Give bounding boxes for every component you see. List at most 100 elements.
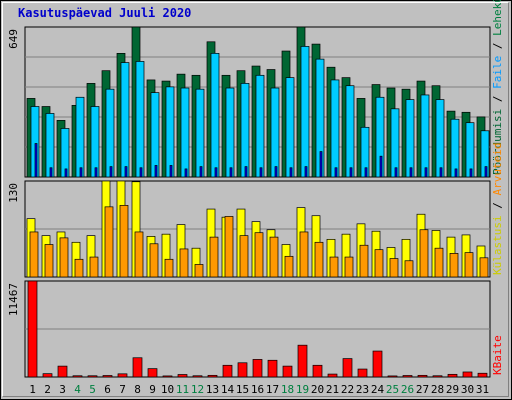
legend-entry: KBaite (491, 335, 504, 375)
bar-arvuteid-day-19 (299, 231, 309, 278)
bar-files-day-11 (180, 87, 190, 178)
bar-files-day-10 (165, 86, 175, 178)
x-tick-label-day-28: 28 (431, 383, 444, 396)
bar-pages-day-13 (214, 167, 218, 178)
bar-kbaite-day-25 (387, 375, 398, 378)
bar-arvuteid-day-12 (194, 264, 204, 278)
bar-pages-day-9 (154, 165, 158, 178)
bar-pages-day-7 (124, 166, 128, 178)
bar-kbaite-day-22 (342, 358, 353, 378)
x-tick-label-day-13: 13 (206, 383, 219, 396)
bar-kbaite-day-2 (42, 373, 53, 378)
bar-files-day-29 (450, 118, 460, 178)
x-tick-label-day-7: 7 (119, 383, 126, 396)
bar-pages-day-15 (244, 166, 248, 178)
bar-files-day-14 (225, 87, 235, 178)
chart-title: Kasutuspäevad Juuli 2020 (18, 6, 192, 20)
x-tick-label-day-12: 12 (191, 383, 204, 396)
legend-separator: / (491, 36, 504, 56)
bar-pages-day-20 (319, 151, 323, 178)
x-tick-label-day-17: 17 (266, 383, 279, 396)
panel-kbytes-legend: KBaite (491, 335, 504, 375)
bar-arvuteid-day-22 (344, 256, 354, 278)
x-tick-label-day-10: 10 (161, 383, 174, 396)
bar-arvuteid-day-23 (359, 244, 369, 278)
bar-arvuteid-day-3 (59, 237, 69, 278)
bar-pages-day-27 (424, 167, 428, 178)
legend-entry: Külastusi (491, 215, 504, 275)
bar-kbaite-day-10 (162, 375, 173, 378)
bar-files-day-6 (105, 88, 115, 178)
x-tick-label-day-26: 26 (401, 383, 414, 396)
bar-pages-day-21 (334, 167, 338, 178)
panel-kbytes-max-label: 11467 (7, 283, 20, 316)
x-tick-label-day-21: 21 (326, 383, 339, 396)
bar-files-day-17 (270, 87, 280, 178)
bar-arvuteid-day-31 (479, 257, 489, 278)
bar-pages-day-29 (454, 168, 458, 178)
bar-kbaite-day-11 (177, 374, 188, 378)
x-tick-label-day-11: 11 (176, 383, 189, 396)
bar-pages-day-14 (229, 167, 233, 178)
bar-pages-day-26 (409, 167, 413, 178)
panel-hits-legend: Pöördumisi / Faile / Lehekülgi (491, 0, 504, 175)
bar-arvuteid-day-11 (179, 248, 189, 278)
legend-entry: Pöördumisi (491, 109, 504, 175)
panel-sites-legend: Külastusi / Arvuteid (491, 143, 504, 275)
legend-entry: Faile (491, 56, 504, 89)
bar-kbaite-day-28 (432, 375, 443, 378)
bar-pages-day-28 (439, 167, 443, 178)
bar-kbaite-day-26 (402, 375, 413, 378)
x-tick-label-day-3: 3 (59, 383, 66, 396)
bar-arvuteid-day-20 (314, 241, 324, 278)
bar-pages-day-8 (139, 167, 143, 178)
bar-kbaite-day-15 (237, 362, 248, 378)
bar-files-day-16 (255, 74, 265, 178)
x-tick-label-day-25: 25 (386, 383, 399, 396)
panel-sites-max-label: 130 (7, 183, 20, 203)
bar-arvuteid-day-13 (209, 236, 219, 278)
bar-kbaite-day-13 (207, 374, 218, 378)
bar-kbaite-day-7 (117, 373, 128, 378)
bar-files-day-19 (300, 46, 310, 178)
bar-arvuteid-day-6 (104, 206, 114, 278)
bar-pages-day-5 (94, 167, 98, 178)
bar-kbaite-day-21 (327, 373, 338, 378)
x-tick-label-day-15: 15 (236, 383, 249, 396)
bar-kbaite-day-4 (72, 375, 83, 378)
bar-kbaite-day-30 (462, 371, 473, 378)
bar-kbaite-day-5 (87, 375, 98, 378)
bar-arvuteid-day-27 (419, 229, 429, 278)
bar-arvuteid-day-30 (464, 252, 474, 278)
bar-kbaite-day-6 (102, 375, 113, 378)
bar-pages-day-16 (259, 167, 263, 178)
bar-pages-day-17 (274, 166, 278, 178)
bar-files-day-21 (330, 79, 340, 178)
bar-arvuteid-day-21 (329, 256, 339, 278)
bar-arvuteid-day-8 (134, 231, 144, 278)
bar-files-day-15 (240, 83, 250, 178)
bar-arvuteid-day-18 (284, 255, 294, 278)
bar-kbaite-day-20 (312, 364, 323, 378)
legend-entry: Lehekülgi (491, 0, 504, 36)
bar-files-day-8 (135, 61, 145, 178)
bar-arvuteid-day-10 (164, 258, 174, 278)
x-tick-label-day-19: 19 (296, 383, 309, 396)
bar-kbaite-day-27 (417, 374, 428, 378)
bar-pages-day-1 (34, 143, 38, 178)
x-tick-label-day-16: 16 (251, 383, 264, 396)
bar-files-day-7 (120, 62, 130, 178)
bar-files-day-5 (90, 106, 100, 178)
bar-arvuteid-day-4 (74, 258, 84, 278)
bar-files-day-13 (210, 52, 220, 178)
bar-arvuteid-day-5 (89, 256, 99, 278)
bar-arvuteid-day-9 (149, 243, 159, 278)
bar-files-day-25 (390, 108, 400, 178)
x-tick-label-day-29: 29 (446, 383, 459, 396)
x-tick-label-day-20: 20 (311, 383, 324, 396)
bar-pages-day-23 (364, 167, 368, 178)
bar-pages-day-30 (469, 168, 473, 178)
bar-kbaite-day-3 (57, 365, 68, 378)
bar-kbaite-day-24 (372, 350, 383, 378)
